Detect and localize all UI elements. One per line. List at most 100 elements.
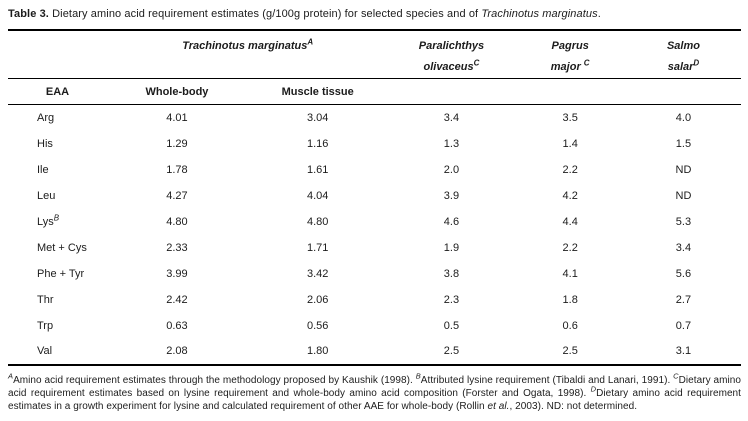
eaa-label: Trp (37, 319, 54, 332)
eaa-label: Phe + Tyr (37, 267, 85, 280)
header-trachinotus-marginatus: Trachinotus marginatusA (106, 30, 389, 79)
table-row: Leu 4.27 4.04 3.9 4.2 ND (8, 183, 741, 209)
eaa-label: Ile (37, 163, 49, 176)
value-cell: 4.1 (562, 267, 578, 280)
value-cell: 3.1 (675, 345, 692, 357)
value-cell: 2.7 (675, 293, 692, 306)
value-cell: 2.42 (166, 293, 188, 306)
amino-acid-table: Trachinotus marginatusA Paralichthys oli… (8, 29, 741, 366)
header-salmo-salar: Salmo salarD (625, 30, 741, 79)
eaa-label: Met + Cys (37, 241, 87, 254)
value-cell: 3.5 (562, 111, 578, 124)
value-cell: 0.56 (306, 319, 329, 332)
eaa-label: Leu (37, 189, 56, 202)
value-cell: 1.3 (443, 137, 460, 150)
species-name: major (550, 61, 584, 73)
value-cell: 1.16 (306, 137, 329, 150)
value-cell: ND (675, 163, 692, 176)
value-cell: 5.6 (675, 267, 692, 280)
header-empty-cell (8, 30, 107, 79)
value-cell: 4.0 (675, 111, 692, 124)
table-caption: Table 3. Dietary amino acid requirement … (8, 7, 741, 21)
value-cell: 1.80 (306, 345, 329, 357)
species-name-line2: salarD (626, 57, 741, 78)
header-whole-body: Whole-body (106, 78, 247, 105)
header-pagrus-major: Pagrus major C (514, 30, 626, 79)
species-name: salar (667, 61, 694, 73)
footnote-superscript: B (415, 371, 421, 381)
table-row: Val 2.08 1.80 2.5 2.5 3.1 (8, 339, 741, 365)
value-cell: 1.4 (562, 137, 578, 150)
species-superscript: C (473, 58, 480, 68)
value-cell: 4.04 (306, 189, 329, 202)
value-cell: ND (675, 189, 692, 202)
value-cell: 4.2 (562, 189, 578, 202)
value-cell: 3.99 (166, 267, 188, 280)
value-cell: 3.04 (306, 111, 329, 124)
footnote-text: Dietary amino acid requirement estimates… (8, 374, 742, 399)
eaa-label: LysB (37, 212, 60, 228)
footnote-superscript: A (8, 371, 14, 381)
species-name: olivaceus (423, 61, 474, 73)
value-cell: 1.78 (166, 163, 188, 176)
footnote-text: Attributed lysine requirement (Tibaldi a… (420, 374, 674, 386)
table-header: Trachinotus marginatusA Paralichthys oli… (8, 30, 741, 105)
species-name-line2: major C (514, 57, 625, 78)
species-name: Paralichthys (418, 40, 485, 52)
footnote-text: et al. (487, 400, 510, 412)
species-superscript: D (693, 58, 700, 68)
species-name: Trachinotus marginatus (182, 40, 308, 52)
value-cell: 1.29 (166, 137, 188, 150)
table-row: His 1.29 1.16 1.3 1.4 1.5 (8, 131, 741, 157)
table-row: LysB 4.80 4.80 4.6 4.4 5.3 (8, 209, 741, 235)
value-cell: 0.7 (675, 319, 692, 332)
table-body: Arg 4.01 3.04 3.4 3.5 4.0 His 1.29 1.16 1.3 1.4 1.5… (8, 105, 741, 365)
species-superscript: C (583, 58, 590, 68)
species-superscript: A (307, 37, 314, 47)
footnote-superscript: C (673, 371, 679, 381)
value-cell: 4.27 (166, 189, 188, 202)
value-cell: 4.80 (306, 215, 329, 228)
table-row: Trp 0.63 0.56 0.5 0.6 0.7 (8, 313, 741, 339)
eaa-label: His (37, 137, 53, 150)
table-caption-label: Table 3. (8, 8, 49, 20)
species-header-row: Trachinotus marginatusA Paralichthys oli… (8, 30, 741, 79)
header-empty-cell (514, 78, 626, 105)
eaa-label: Thr (37, 293, 54, 306)
value-cell: 2.0 (443, 163, 460, 176)
footnote-superscript: D (590, 384, 597, 394)
header-eaa: EAA (8, 78, 107, 105)
value-cell: 3.4 (443, 111, 460, 124)
value-cell: 3.4 (675, 241, 692, 254)
value-cell: 1.9 (443, 241, 460, 254)
value-cell: 2.06 (306, 293, 329, 306)
value-cell: 0.63 (166, 319, 188, 332)
value-cell: 3.42 (306, 267, 329, 280)
footnote-text: , 2003). ND: not determined. (509, 400, 638, 412)
species-name: Salmo (666, 40, 700, 52)
footnote-text: Amino acid requirement estimates through… (13, 374, 416, 386)
header-paralichthys-olivaceus: Paralichthys olivaceusC (388, 30, 515, 79)
value-cell: 3.8 (443, 267, 460, 280)
table-row: Phe + Tyr 3.99 3.42 3.8 4.1 5.6 (8, 261, 741, 287)
value-cell: 0.6 (562, 319, 578, 332)
value-cell: 1.71 (306, 241, 329, 254)
value-cell: 2.5 (443, 345, 460, 357)
table-row: Arg 4.01 3.04 3.4 3.5 4.0 (8, 105, 741, 131)
table-row: Met + Cys 2.33 1.71 1.9 2.2 3.4 (8, 235, 741, 261)
table-row: Ile 1.78 1.61 2.0 2.2 ND (8, 157, 741, 183)
footnote-text: Dietary amino acid requirement estimates… (8, 387, 741, 412)
value-cell: 4.01 (166, 111, 188, 124)
value-cell: 4.4 (562, 215, 578, 228)
value-cell: 2.2 (562, 241, 578, 254)
header-empty-cell (388, 78, 515, 105)
eaa-superscript: B (53, 212, 60, 222)
subheader-row: EAA Whole-body Muscle tissue (8, 78, 741, 105)
value-cell: 0.5 (443, 319, 460, 332)
header-empty-cell (625, 78, 741, 105)
value-cell: 1.61 (306, 163, 329, 176)
value-cell: 2.5 (562, 345, 578, 357)
header-muscle-tissue: Muscle tissue (246, 78, 389, 105)
table-caption-period: . (597, 8, 601, 20)
